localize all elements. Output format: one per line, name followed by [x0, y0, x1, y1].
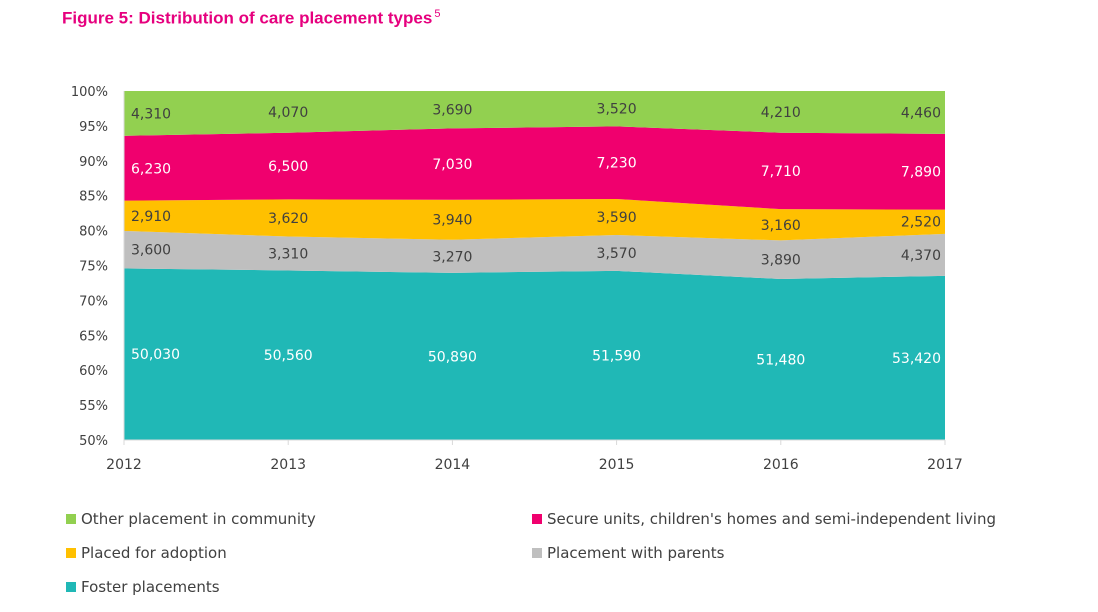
data-label-adoption: 3,940	[432, 213, 472, 229]
data-label-secure: 7,710	[761, 164, 801, 180]
legend-item-parents: Placement with parents	[532, 544, 724, 562]
y-tick-label: 75%	[79, 260, 108, 275]
y-tick-label: 80%	[79, 225, 108, 240]
data-label-foster: 50,890	[428, 349, 477, 365]
data-label-parents: 3,270	[432, 249, 472, 265]
data-label-parents: 4,370	[901, 248, 941, 264]
chart-title-footnote: 5	[434, 8, 441, 20]
data-label-other: 4,210	[761, 105, 801, 121]
x-tick-label: 2017	[927, 457, 963, 473]
legend-item-adoption: Placed for adoption	[66, 544, 227, 562]
area-parents	[124, 230, 945, 279]
y-tick-label: 55%	[79, 399, 108, 414]
legend-label-secure: Secure units, children's homes and semi-…	[547, 510, 996, 528]
legend-item-other: Other placement in community	[66, 510, 316, 528]
area-adoption	[124, 198, 945, 241]
y-tick-label: 70%	[79, 294, 108, 309]
legend-label-parents: Placement with parents	[547, 544, 725, 562]
data-label-adoption: 2,910	[131, 209, 171, 225]
legend-swatch-foster	[66, 582, 76, 592]
data-label-other: 4,460	[901, 105, 941, 121]
y-tick-label: 100%	[71, 85, 108, 100]
chart-title-text: Figure 5: Distribution of care placement…	[62, 8, 433, 28]
x-tick-label: 2015	[599, 457, 635, 473]
area-secure	[124, 126, 945, 210]
data-label-adoption: 3,620	[268, 211, 308, 227]
y-tick-label: 95%	[79, 120, 108, 135]
data-label-parents: 3,600	[131, 243, 171, 259]
x-tick-label: 2013	[270, 457, 306, 473]
legend-item-foster: Foster placements	[66, 578, 220, 596]
data-label-other: 3,690	[432, 103, 472, 119]
y-tick-label: 90%	[79, 155, 108, 170]
legend-swatch-parents	[532, 548, 542, 558]
data-label-foster: 51,590	[592, 348, 641, 364]
y-tick-label: 85%	[79, 190, 108, 205]
legend-item-secure: Secure units, children's homes and semi-…	[532, 510, 996, 528]
chart-title: Figure 5: Distribution of care placement…	[62, 8, 440, 29]
data-label-foster: 53,420	[892, 351, 941, 367]
data-label-parents: 3,310	[268, 247, 308, 263]
data-label-adoption: 2,520	[901, 215, 941, 231]
legend-swatch-other	[66, 514, 76, 524]
area-other	[124, 91, 945, 136]
x-tick-label: 2016	[763, 457, 799, 473]
data-label-foster: 50,560	[264, 348, 313, 364]
data-label-adoption: 3,160	[761, 218, 801, 234]
data-label-secure: 7,890	[901, 165, 941, 181]
data-label-secure: 7,230	[597, 156, 637, 172]
legend-label-other: Other placement in community	[81, 510, 316, 528]
data-label-other: 4,070	[268, 105, 308, 121]
data-label-adoption: 3,590	[597, 210, 637, 226]
data-label-foster: 51,480	[756, 352, 805, 368]
legend-label-foster: Foster placements	[81, 578, 220, 596]
data-label-secure: 6,500	[268, 159, 308, 175]
legend-label-adoption: Placed for adoption	[81, 544, 227, 562]
data-label-other: 3,520	[597, 102, 637, 118]
y-tick-label: 60%	[79, 364, 108, 379]
data-label-other: 4,310	[131, 106, 171, 122]
data-label-secure: 6,230	[131, 161, 171, 177]
stacked-area-chart: 50% 55% 60% 65% 70% 75% 80% 85% 90% 95% 100% 2012 20…	[71, 85, 963, 473]
y-tick-label: 65%	[79, 329, 108, 344]
y-tick-label: 50%	[79, 434, 108, 449]
data-label-secure: 7,030	[432, 157, 472, 173]
x-tick-label: 2012	[106, 457, 142, 473]
data-label-foster: 50,030	[131, 347, 180, 363]
data-label-parents: 3,890	[761, 253, 801, 269]
legend-swatch-secure	[532, 514, 542, 524]
legend-swatch-adoption	[66, 548, 76, 558]
data-label-parents: 3,570	[597, 246, 637, 262]
x-tick-label: 2014	[435, 457, 471, 473]
area-foster	[124, 268, 945, 440]
